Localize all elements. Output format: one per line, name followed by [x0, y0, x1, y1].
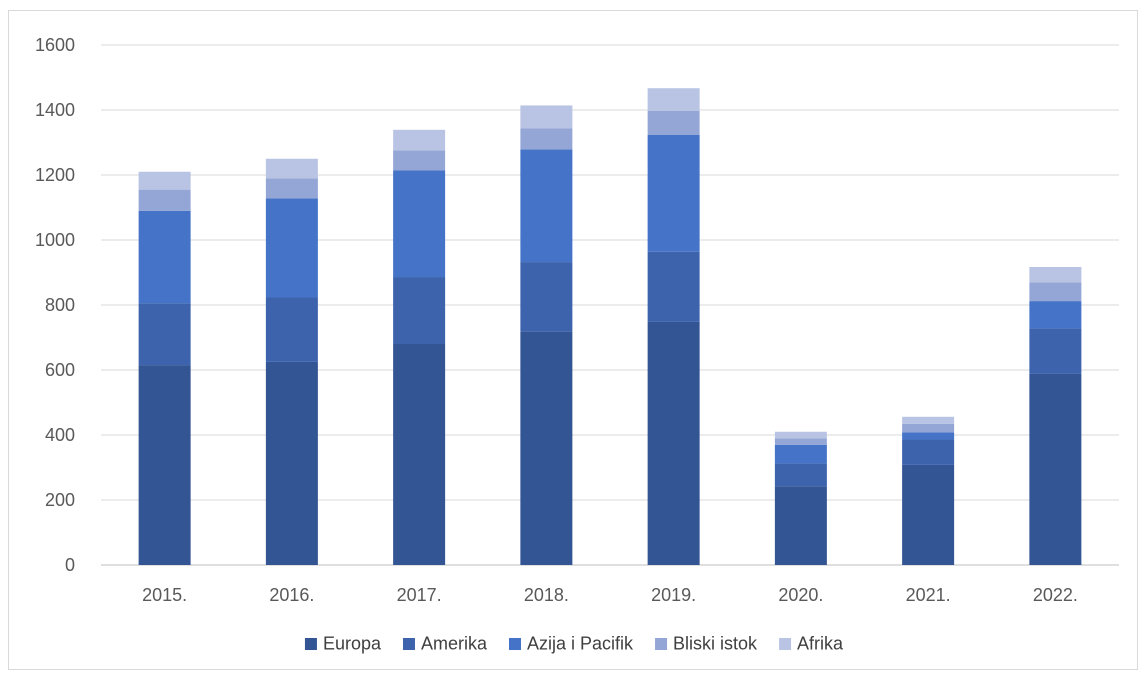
y-tick-label: 1600 [35, 35, 75, 55]
x-tick-label: 2018. [524, 585, 569, 605]
bar-segment-europa-0 [138, 365, 191, 565]
bar-segment-europa-3 [520, 331, 573, 565]
bar-segment-azija-i-pacifik-6 [902, 432, 955, 440]
bar-segment-afrika-2 [393, 129, 446, 151]
x-tick-label: 2020. [778, 585, 823, 605]
bar-segment-europa-4 [647, 321, 700, 565]
bar-segment-amerika-6 [902, 439, 955, 465]
gridlines [101, 44, 1119, 566]
bar-segment-bliski-istok-7 [1029, 282, 1082, 302]
bar-segment-azija-i-pacifik-7 [1029, 301, 1082, 329]
y-tick-label: 1200 [35, 165, 75, 185]
bar-segment-europa-2 [393, 344, 446, 565]
bar-segment-bliski-istok-3 [520, 128, 573, 150]
legend-swatch [509, 638, 521, 650]
bar-segment-amerika-4 [647, 251, 700, 322]
bar-segment-amerika-3 [520, 262, 573, 332]
bar-segment-afrika-6 [902, 416, 955, 424]
bar-segment-afrika-7 [1029, 266, 1082, 283]
legend-label: Bliski istok [673, 634, 758, 654]
bar-segment-amerika-5 [774, 463, 827, 487]
bar-segment-europa-5 [774, 486, 827, 565]
bars [138, 88, 1082, 565]
bar-segment-afrika-3 [520, 105, 573, 129]
bar-segment-azija-i-pacifik-1 [265, 198, 318, 298]
y-tick-label: 400 [45, 425, 75, 445]
stacked-bar-chart: 0 200 400 600 800 1000 1200 1400 1600 2015. 2016.… [35, 35, 1119, 654]
legend: Europa Amerika Azija i Pacifik Bliski istok… [304, 634, 844, 654]
legend-item-europa: Europa [304, 634, 382, 654]
x-tick-label: 2021. [906, 585, 951, 605]
legend-swatch [402, 638, 415, 650]
bar-segment-azija-i-pacifik-0 [138, 210, 191, 304]
legend-swatch [655, 638, 668, 650]
legend-label: Amerika [421, 634, 488, 654]
legend-item-azija-i-pacifik: Azija i Pacifik [509, 634, 634, 654]
bar-segment-bliski-istok-2 [393, 150, 446, 171]
bar-segment-afrika-5 [774, 431, 827, 439]
bar-segment-bliski-istok-1 [265, 178, 318, 199]
bar-segment-azija-i-pacifik-2 [393, 170, 446, 278]
x-axis-tick-labels: 2015. 2016. 2017. 2018. 2019. 2020. 2021. 2022. [142, 585, 1078, 605]
x-tick-label: 2017. [397, 585, 442, 605]
bar-segment-afrika-4 [647, 88, 700, 111]
bar-segment-europa-6 [902, 464, 955, 565]
y-tick-label: 0 [65, 555, 75, 575]
legend-label: Afrika [797, 634, 844, 654]
legend-swatch [304, 638, 317, 650]
y-tick-label: 1400 [35, 100, 75, 120]
y-tick-label: 600 [45, 360, 75, 380]
bar-segment-amerika-7 [1029, 328, 1082, 374]
legend-label: Europa [323, 634, 382, 654]
chart-frame: 0 200 400 600 800 1000 1200 1400 1600 2015. 2016.… [8, 10, 1138, 670]
bar-segment-bliski-istok-6 [902, 423, 955, 433]
bar-segment-europa-7 [1029, 373, 1082, 565]
legend-swatch [779, 638, 792, 650]
x-tick-label: 2019. [651, 585, 696, 605]
y-tick-label: 1000 [35, 230, 75, 250]
y-tick-label: 200 [45, 490, 75, 510]
legend-item-amerika: Amerika [402, 634, 488, 654]
bar-segment-amerika-0 [138, 303, 191, 366]
bar-segment-amerika-1 [265, 297, 318, 362]
legend-item-bliski-istok: Bliski istok [655, 634, 758, 654]
bar-segment-azija-i-pacifik-5 [774, 444, 827, 464]
x-tick-label: 2015. [142, 585, 187, 605]
bar-segment-bliski-istok-4 [647, 110, 700, 135]
bar-segment-azija-i-pacifik-4 [647, 134, 700, 252]
legend-item-afrika: Afrika [779, 634, 844, 654]
y-tick-label: 800 [45, 295, 75, 315]
bar-segment-bliski-istok-0 [138, 189, 191, 211]
bar-segment-europa-1 [265, 361, 318, 565]
bar-segment-amerika-2 [393, 277, 446, 344]
x-tick-label: 2016. [269, 585, 314, 605]
bar-segment-afrika-1 [265, 158, 318, 179]
bar-segment-afrika-0 [138, 171, 191, 190]
x-tick-label: 2022. [1033, 585, 1078, 605]
bar-segment-bliski-istok-5 [774, 438, 827, 445]
legend-label: Azija i Pacifik [527, 634, 634, 654]
bar-segment-azija-i-pacifik-3 [520, 149, 573, 263]
y-axis-tick-labels: 0 200 400 600 800 1000 1200 1400 1600 [35, 35, 75, 575]
